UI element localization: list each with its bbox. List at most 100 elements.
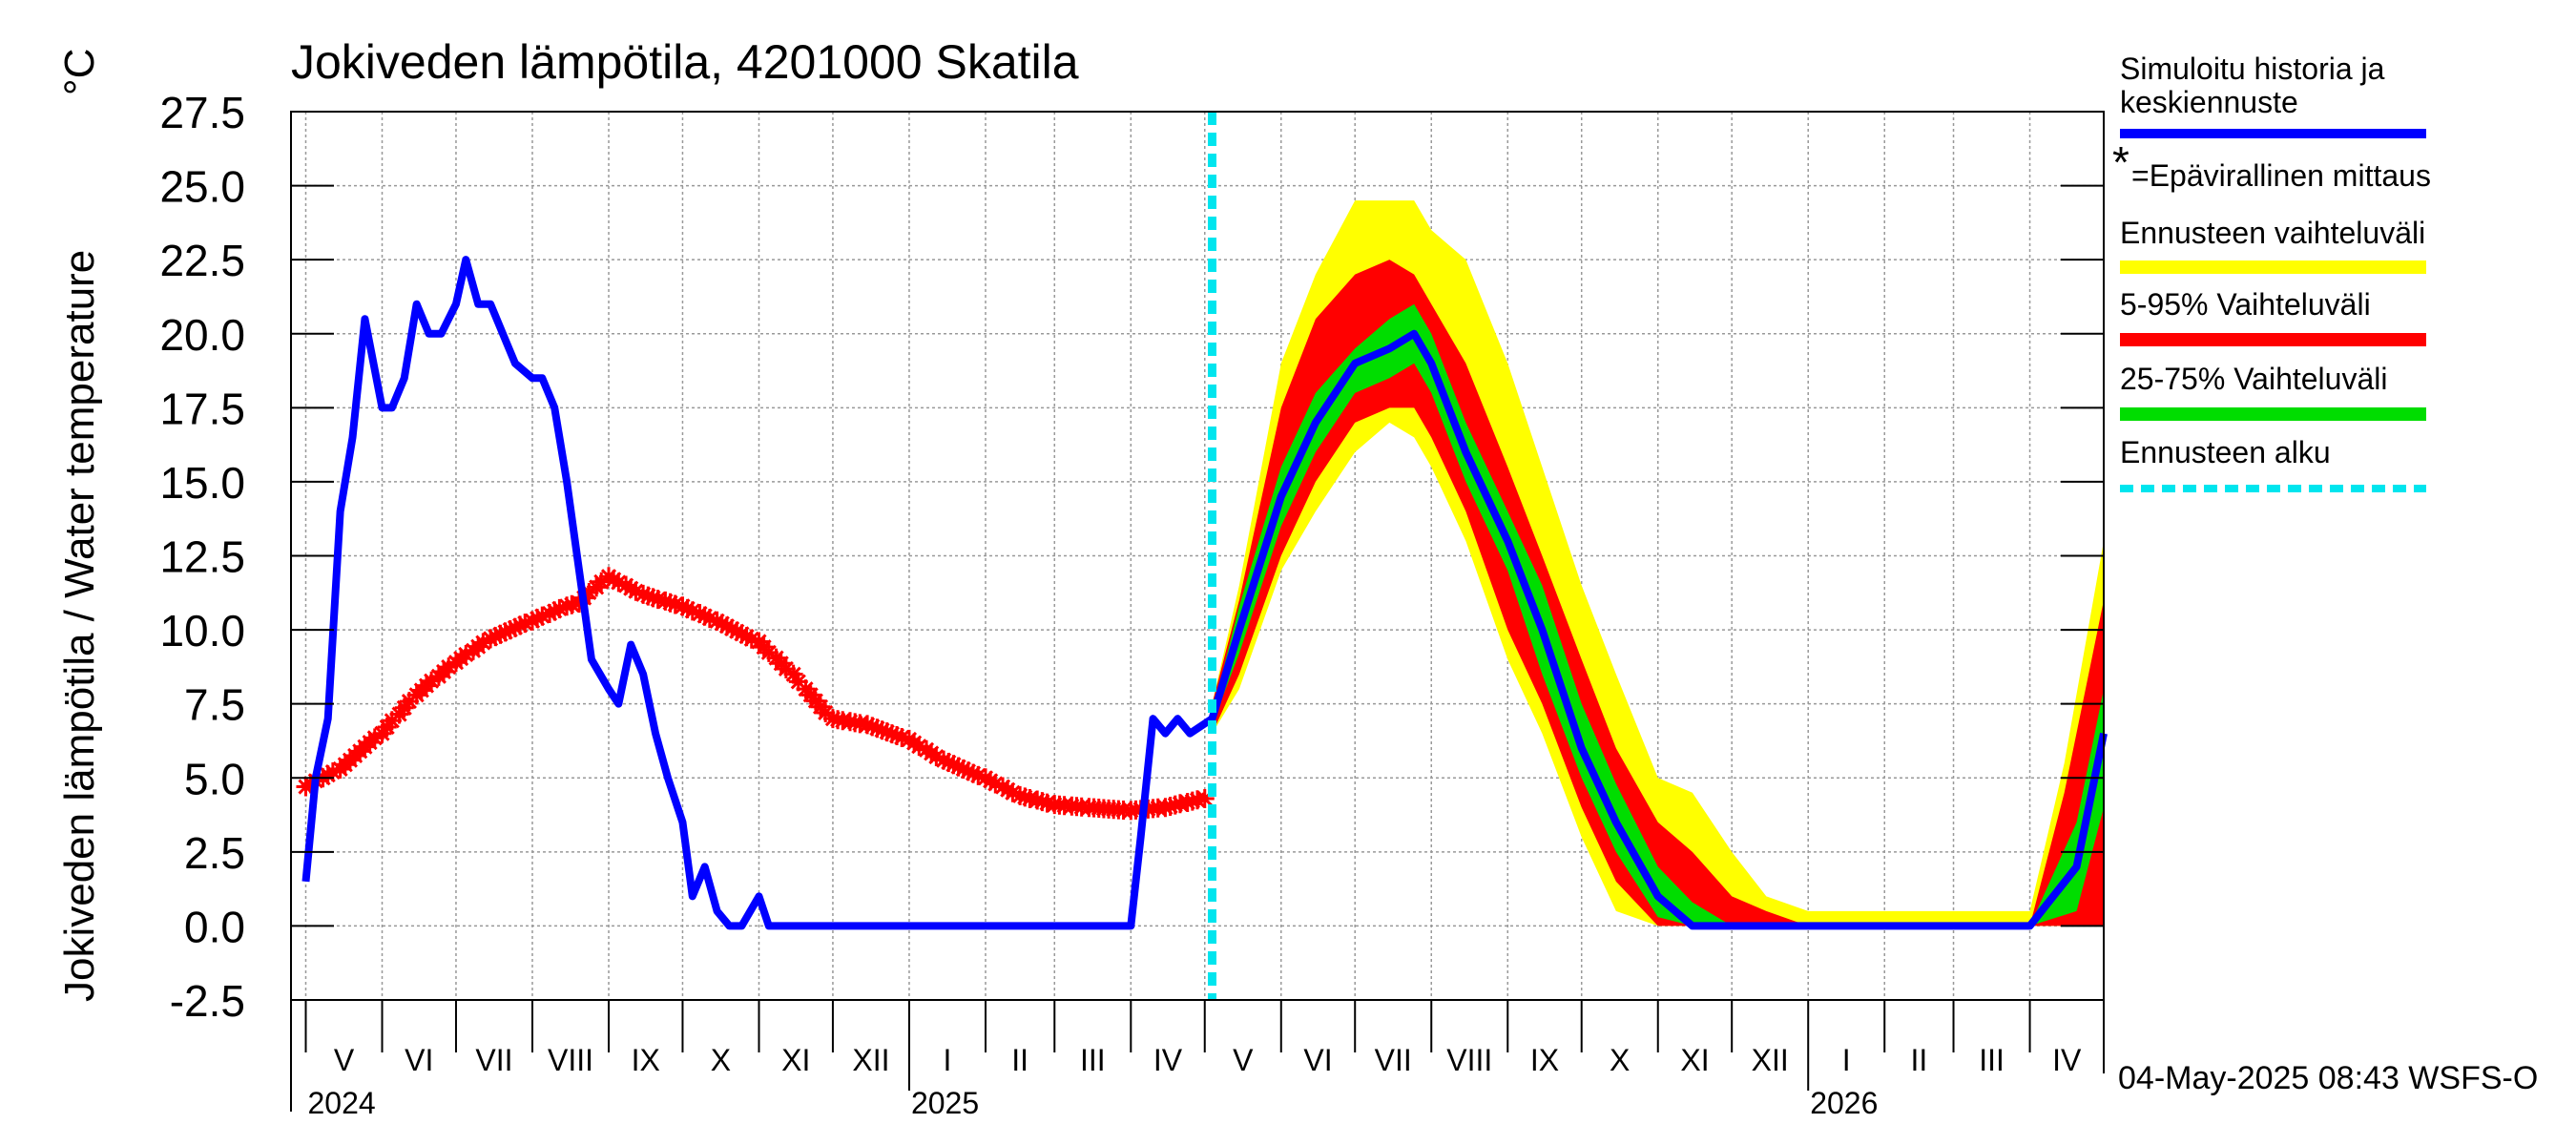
chart-title: Jokiveden lämpötila, 4201000 Skatila [291,35,1079,89]
measurement-point [1015,787,1035,807]
measurement-point [1003,782,1023,802]
measurement-point [737,627,757,647]
x-month-label: XI [1680,1043,1709,1077]
legend-label: =Epävirallinen mittaus [2131,158,2431,193]
legend-label: Ennusteen vaihteluväli [2120,216,2425,250]
measurement-point [473,633,493,653]
y-tick-label: 10.0 [159,606,245,656]
measurement-point [944,755,964,775]
legend-label: Ennusteen alku [2120,435,2331,469]
measurement-point [634,584,654,604]
measurement-point [422,671,442,691]
x-year-label: 2026 [1810,1086,1878,1120]
x-month-label: IX [632,1043,660,1077]
measurement-point [439,657,459,677]
measurement-point [540,604,560,624]
y-tick-label: 12.5 [159,532,245,582]
measurement-point [968,765,988,785]
measurement-point [522,611,542,631]
x-month-label: X [1610,1043,1630,1077]
x-month-label: XII [1752,1043,1789,1077]
measurement-point [877,722,897,742]
measurement-point [550,598,570,618]
measurement-point [609,572,629,593]
measurement-point [958,761,978,781]
band-5-95-vaihteluv-li [1212,260,2104,926]
x-month-label: XI [781,1043,810,1077]
x-month-label: IV [1153,1043,1183,1077]
x-month-label: I [1842,1043,1851,1077]
measurement-point [510,615,530,635]
legend-label: Simuloitu historia ja [2120,52,2385,86]
x-month-label: XII [852,1043,889,1077]
measurement-point [858,715,878,735]
measurement-point [677,598,697,618]
y-tick-label: 27.5 [159,88,245,137]
measurement-point [490,624,510,644]
measurement-point [364,728,384,748]
x-month-label: III [1080,1043,1106,1077]
measurement-point [690,604,710,624]
measurement-point [707,611,727,631]
series-line-simulated [301,256,2108,930]
x-month-label: III [1979,1043,2005,1077]
axis-layer: 27.5 25.0 22.5 20.0 17.5 15.0 12.5 10.0 7.5 5.0 2.… [159,88,2105,1120]
measurement-point [648,590,668,610]
measurement-point [481,629,501,649]
y-tick-label: 5.0 [184,754,245,803]
x-month-label: V [1233,1043,1254,1077]
measurement-point [655,591,675,611]
measurement-point [626,581,646,601]
measurement-point [532,606,552,626]
x-month-label: VI [405,1043,433,1077]
x-month-label: IV [2052,1043,2082,1077]
measurement-point [699,609,719,629]
x-month-label: VIII [548,1043,593,1077]
measurement-point [545,601,565,621]
y-tick-label: 15.0 [159,458,245,508]
measurement-point [934,750,954,770]
measurement-point [722,618,742,638]
measurement-point [579,582,599,602]
footer-timestamp: 04-May-2025 08:43 WSFS-O [2118,1060,2538,1096]
measurement-point [926,747,946,767]
measurement-point [673,596,693,616]
x-month-label: IX [1530,1043,1559,1077]
measurement-point [486,627,506,647]
measurement-point [682,601,702,621]
measurement-point [1195,788,1215,808]
series-layer [296,112,2108,1000]
measurement-point [892,727,912,747]
measurement-point [948,757,968,777]
legend-label: 5-95% Vaihteluväli [2120,287,2371,322]
y-tick-label: 17.5 [159,384,245,433]
x-month-label: V [334,1043,355,1077]
x-month-label: II [1910,1043,1927,1077]
y-tick-label: 7.5 [184,680,245,730]
measurement-point [909,737,929,757]
measurement-point [557,596,577,616]
measurement-point [399,692,419,712]
measurement-point [456,644,476,664]
measurement-point [788,672,808,692]
measurement-point [638,586,658,606]
measurement-point [1037,793,1057,813]
measurement-point [322,762,343,782]
y-axis-unit: °C [56,49,103,95]
x-month-label: II [1011,1043,1028,1077]
measurement-point [695,606,715,626]
measurement-point [505,617,525,637]
x-month-label: VII [1375,1043,1412,1077]
y-axis-label: Jokiveden lämpötila / Water temperature [56,250,103,1002]
y-tick-label: 22.5 [159,236,245,285]
measurement-point [528,609,548,629]
measurement-point [643,588,663,608]
measurement-point [1028,790,1048,810]
measurement-point [712,614,732,634]
x-month-label: I [944,1043,952,1077]
measurement-point [562,594,582,614]
legend-star-marker: * [2112,137,2129,187]
x-month-label: VI [1303,1043,1332,1077]
measurement-point [1010,785,1030,805]
